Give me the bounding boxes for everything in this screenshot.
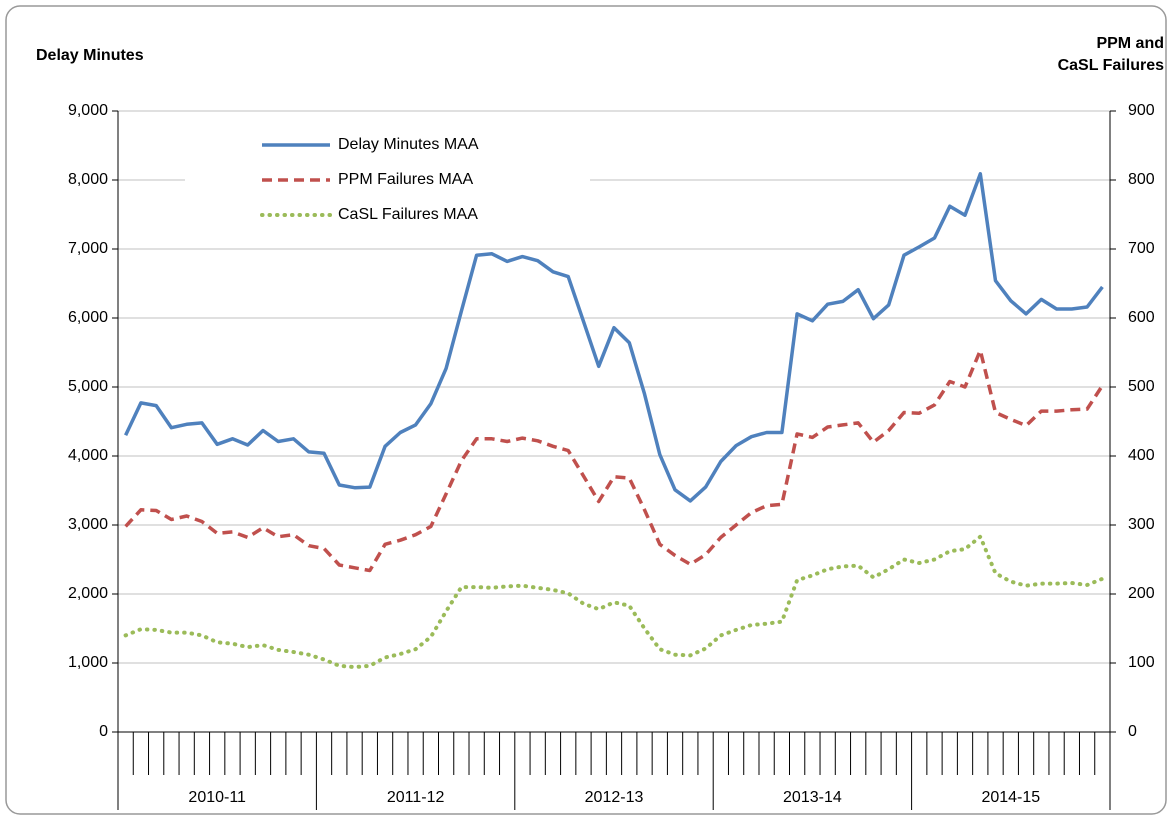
- y2-tick-label: 700: [1128, 240, 1155, 257]
- y-tick-label: 8,000: [68, 171, 108, 188]
- y2-tick-label: 0: [1128, 723, 1137, 740]
- y2-axis-title: PPM and: [1096, 35, 1164, 52]
- chart-frame: [5, 5, 1167, 815]
- x-group-label: 2013-14: [783, 789, 842, 806]
- legend-label: PPM Failures MAA: [338, 171, 473, 188]
- legend-label: CaSL Failures MAA: [338, 206, 478, 223]
- y2-tick-label: 200: [1128, 585, 1155, 602]
- series-line: [124, 172, 1104, 503]
- y-tick-label: 2,000: [68, 585, 108, 602]
- y2-axis-title: CaSL Failures: [1058, 57, 1165, 74]
- y2-tick-label: 100: [1128, 654, 1155, 671]
- legend-label: Delay Minutes MAA: [338, 136, 479, 153]
- x-group-label: 2010-11: [188, 789, 246, 806]
- y-tick-label: 5,000: [68, 378, 108, 395]
- y2-tick-label: 500: [1128, 378, 1155, 395]
- y2-tick-label: 400: [1128, 447, 1155, 464]
- y-tick-label: 7,000: [68, 240, 108, 257]
- y-tick-label: 3,000: [68, 516, 108, 533]
- y-tick-label: 0: [99, 723, 108, 740]
- y-axis-title: Delay Minutes: [36, 47, 144, 64]
- series-line: [124, 348, 1104, 573]
- x-group-label: 2011-12: [387, 789, 445, 806]
- y-tick-label: 9,000: [68, 102, 108, 119]
- y2-tick-label: 900: [1128, 102, 1155, 119]
- y-tick-label: 6,000: [68, 309, 108, 326]
- series-line: [123, 534, 1105, 670]
- y-tick-label: 4,000: [68, 447, 108, 464]
- y2-tick-label: 600: [1128, 309, 1155, 326]
- legend-box: [185, 128, 590, 230]
- y2-tick-label: 800: [1128, 171, 1155, 188]
- x-group-label: 2012-13: [585, 789, 644, 806]
- y2-tick-label: 300: [1128, 516, 1155, 533]
- y-tick-label: 1,000: [68, 654, 108, 671]
- x-group-label: 2014-15: [981, 789, 1040, 806]
